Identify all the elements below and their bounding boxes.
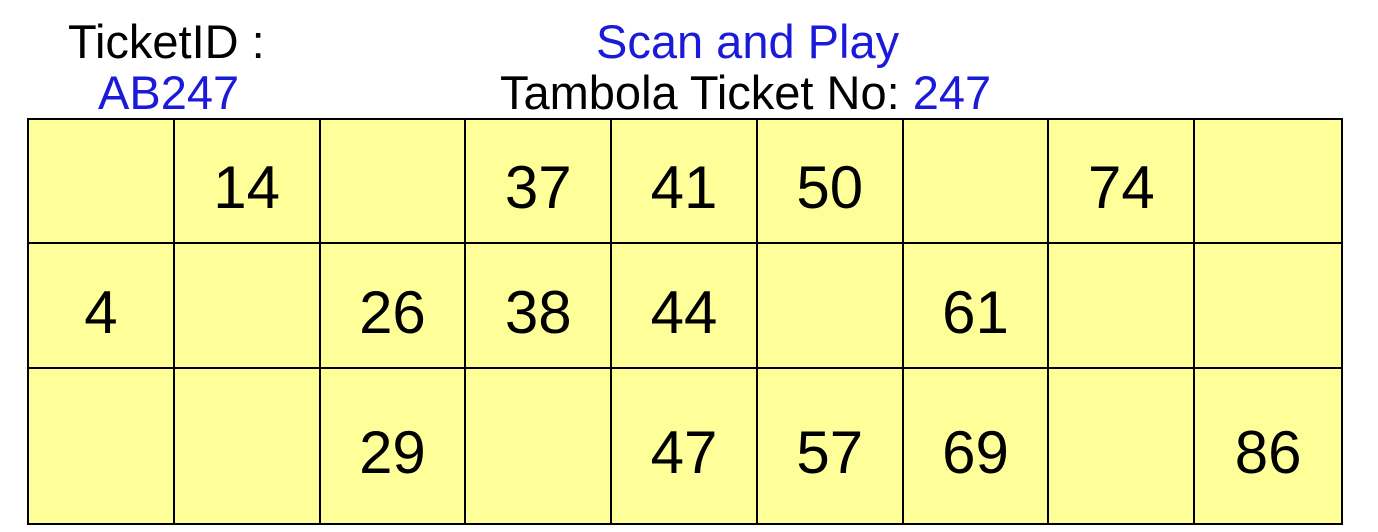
ticket-cell-number: 4 <box>29 244 175 369</box>
ticket-id-label: TicketID : <box>68 15 265 68</box>
ticket-cell-number: 86 <box>1234 419 1302 486</box>
ticket-cell-number: 69 <box>904 369 1050 523</box>
ticket-cell-empty <box>29 120 175 244</box>
ticket-cell-number: 14 <box>174 120 321 244</box>
ticket-cell-empty <box>1049 244 1196 369</box>
ticket-number-value: 247 <box>912 66 992 119</box>
ticket-cell-empty <box>1049 369 1196 523</box>
ticket-cell-number: 38 <box>466 244 613 369</box>
ticket-cell-empty <box>1195 244 1341 369</box>
ticket-cell-number: 61 <box>903 244 1050 369</box>
ticket-cell-number: 37 <box>466 120 613 244</box>
ticket-cell-number: 41 <box>612 120 758 244</box>
ticket-cell-empty <box>320 120 467 244</box>
ticket-cell-number: 74 <box>1049 120 1196 244</box>
ticket-cell-number: 26 <box>320 244 467 369</box>
page-title: Scan and Play <box>596 15 900 68</box>
ticket-cell-number: 50 <box>757 120 904 244</box>
ticket-cell-empty <box>466 369 613 523</box>
ticket-cell-empty <box>757 244 904 369</box>
ticket-cell-number: 29 <box>321 369 467 523</box>
ticket-cell-empty <box>175 369 321 523</box>
ticket-id-value: AB247 <box>98 66 240 119</box>
ticket-cell-empty <box>903 120 1050 244</box>
ticket-number-line: Tambola Ticket No: 247 <box>500 67 991 119</box>
ticket-cell-number: 47 <box>612 369 758 523</box>
ticket-cell-number: 44 <box>612 244 758 369</box>
tambola-ticket-grid: 14 37 41 50 74 4 26 38 44 61 29 47 57 69 86 <box>27 118 1343 525</box>
ticket-cell-number: 57 <box>758 369 904 523</box>
ticket-cell-empty <box>1195 120 1341 244</box>
ticket-cell-empty <box>174 244 321 369</box>
ticket-number-label: Tambola Ticket No: <box>500 66 900 119</box>
ticket-cell-empty <box>29 369 175 523</box>
